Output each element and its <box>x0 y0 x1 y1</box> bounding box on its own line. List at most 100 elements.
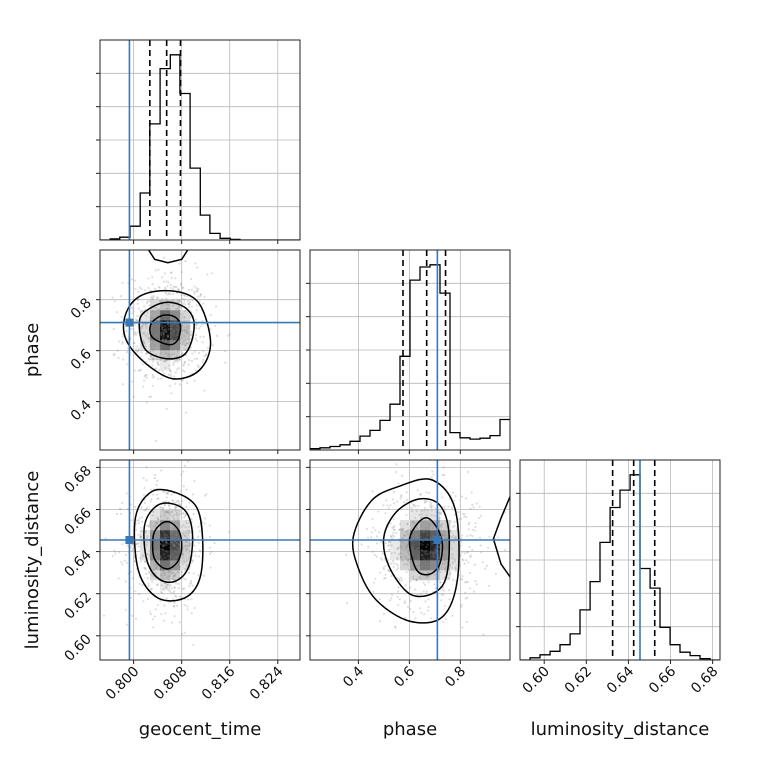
scatter-point <box>145 572 148 576</box>
scatter-point <box>144 567 147 570</box>
scatter-point <box>172 592 175 595</box>
scatter-point <box>438 557 441 560</box>
scatter-point <box>470 491 473 494</box>
scatter-point <box>167 578 170 581</box>
scatter-point <box>178 309 181 313</box>
scatter-point <box>429 504 432 507</box>
scatter-point <box>469 555 472 558</box>
scatter-point <box>164 286 167 289</box>
scatter-point <box>140 526 143 530</box>
scatter-point <box>121 340 124 344</box>
scatter-point <box>159 542 162 545</box>
scatter-point <box>189 549 192 552</box>
scatter-point <box>447 577 450 580</box>
scatter-point <box>120 315 123 319</box>
scatter-point <box>161 529 164 533</box>
scatter-point <box>203 522 206 525</box>
scatter-point <box>124 608 128 611</box>
scatter-point <box>169 348 172 351</box>
scatter-point <box>166 510 169 514</box>
scatter-point <box>164 338 167 342</box>
scatter-point <box>170 537 173 540</box>
scatter-point <box>430 560 433 563</box>
scatter-point <box>179 282 183 285</box>
density-cell <box>140 310 151 321</box>
density-cell <box>430 510 441 521</box>
scatter-point <box>391 559 395 563</box>
scatter-point <box>468 521 471 525</box>
scatter-point <box>130 278 133 281</box>
scatter-point <box>166 320 169 323</box>
scatter-point <box>462 512 465 515</box>
scatter-point <box>164 544 168 547</box>
scatter-point <box>133 330 136 333</box>
scatter-point <box>117 356 120 360</box>
scatter-point <box>180 632 184 636</box>
scatter-point <box>465 559 468 562</box>
scatter-point <box>174 285 177 288</box>
scatter-point <box>169 339 172 342</box>
scatter-point <box>156 516 159 519</box>
scatter-point <box>175 286 178 289</box>
scatter-point <box>159 346 163 349</box>
scatter-point <box>155 353 158 356</box>
scatter-point <box>413 558 416 562</box>
scatter-point <box>371 517 374 521</box>
hist-panel-geocent_time <box>96 39 301 241</box>
scatter-point <box>167 503 170 506</box>
scatter-point <box>142 555 145 558</box>
scatter-point <box>171 353 174 356</box>
scatter-point <box>405 562 408 566</box>
scatter-point <box>184 329 187 333</box>
scatter-point <box>161 370 164 373</box>
scatter-point <box>161 527 164 530</box>
scatter-point <box>149 350 152 353</box>
scatter-point <box>417 576 421 579</box>
scatter-point <box>184 303 187 306</box>
scatter-point <box>423 613 426 616</box>
scatter-point <box>114 552 117 555</box>
density-cell <box>430 560 441 571</box>
density-cell <box>410 570 421 581</box>
scatter-point <box>410 568 413 572</box>
scatter-point <box>443 534 446 537</box>
scatter-point <box>420 493 423 496</box>
scatter-point <box>441 558 444 562</box>
scatter-point <box>153 477 156 480</box>
scatter-point <box>190 330 193 333</box>
scatter-point <box>169 286 172 290</box>
scatter-point <box>161 331 165 334</box>
scatter-point <box>156 308 159 312</box>
scatter-point <box>162 332 165 335</box>
scatter-point <box>468 545 471 548</box>
scatter-point <box>163 573 166 577</box>
scatter-point <box>160 536 163 539</box>
scatter-point <box>169 569 172 572</box>
scatter-point <box>166 576 169 579</box>
scatter-point <box>429 522 433 525</box>
scatter-point <box>145 315 148 318</box>
scatter-point <box>442 554 445 557</box>
scatter-point <box>139 557 142 560</box>
scatter-point <box>461 575 464 578</box>
density-cell <box>170 310 181 321</box>
scatter-point <box>423 501 427 504</box>
scatter-point <box>137 542 140 545</box>
scatter-point <box>177 513 181 517</box>
scatter-point <box>422 557 425 560</box>
scatter-point <box>392 565 395 569</box>
scatter-point <box>387 569 390 572</box>
scatter-point <box>442 620 445 623</box>
scatter-point <box>184 531 188 534</box>
scatter-point <box>135 319 139 323</box>
scatter-point <box>411 547 414 550</box>
scatter-point <box>135 350 138 353</box>
scatter-point <box>162 338 165 341</box>
scatter-point <box>450 547 453 550</box>
scatter-point <box>182 559 186 562</box>
scatter-point <box>443 556 446 559</box>
scatter-point <box>150 498 153 501</box>
scatter-point <box>374 529 377 532</box>
scatter-point <box>178 262 181 265</box>
scatter-point <box>421 543 424 546</box>
